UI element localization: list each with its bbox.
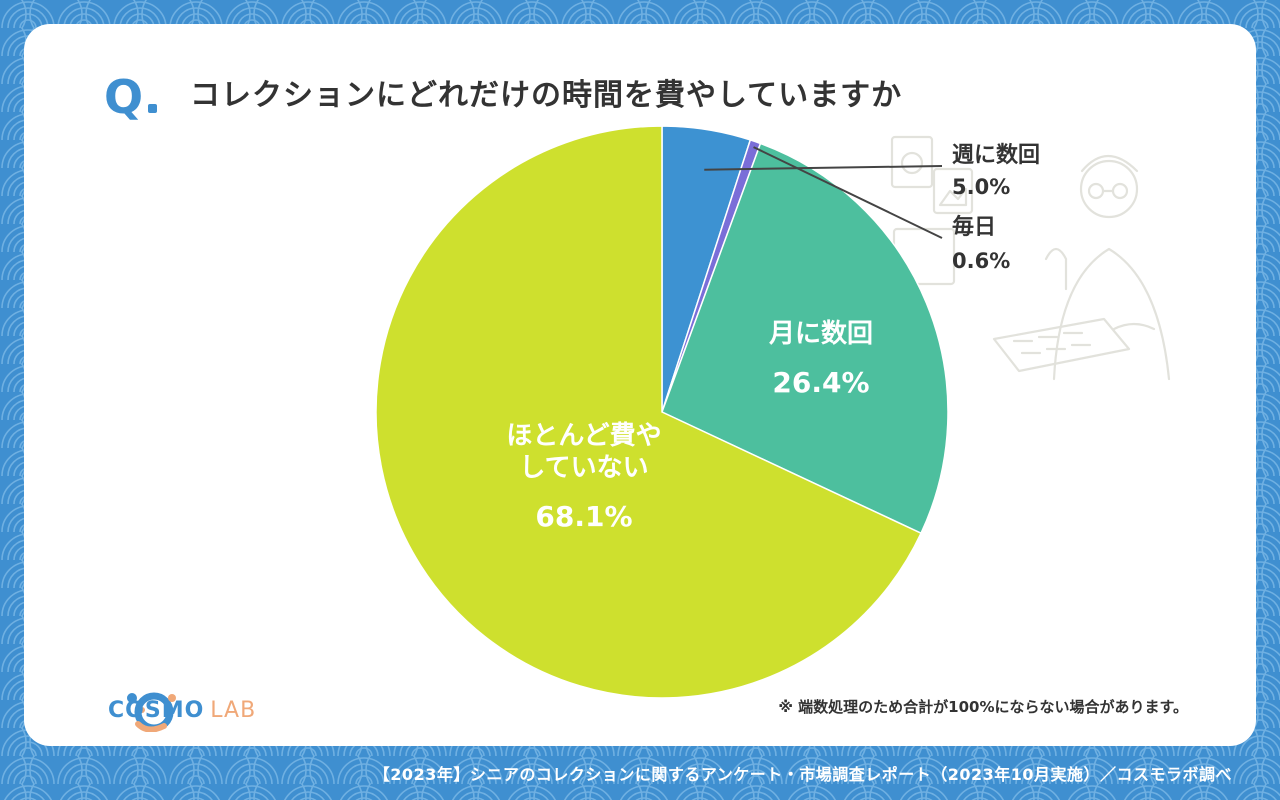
slice-weekly-label: 週に数回 (952, 142, 1040, 168)
chart-card: Q コレクションにどれだけの時間を費やしていますか 週に数回 5.0% 毎日 0.6%… (24, 24, 1256, 746)
logo-sub-text: LAB (210, 698, 257, 723)
rounding-note: ※ 端数処理のため合計が100%にならない場合があります。 (778, 698, 1188, 716)
slice-daily-value-label: 0.6% (952, 249, 1010, 273)
senior-collector-illustration (890, 135, 1171, 381)
slice-monthly-value-label: 26.4% (772, 366, 869, 399)
slice-rarely-value-label: 68.1% (535, 500, 632, 533)
slice-rarely-label-line-2: していない (519, 453, 648, 483)
slice-weekly-value-label: 5.0% (952, 175, 1010, 199)
footer-source: 【2023年】シニアのコレクションに関するアンケート・市場調査レポート（2023… (373, 765, 1232, 784)
logo-main-text: COSMO (108, 698, 205, 723)
question-dot (148, 104, 157, 113)
slice-monthly-label: 月に数回 (768, 319, 873, 349)
slice-rarely (375, 125, 923, 699)
page-title: コレクションにどれだけの時間を費やしていますか (190, 78, 903, 113)
slice-rarely-label-line-1: ほとんど費や (506, 421, 661, 451)
slice-daily-label: 毎日 (952, 215, 996, 240)
cosmo-lab-logo-icon (127, 692, 176, 732)
question-mark-label: Q (104, 70, 145, 124)
slice-monthly (661, 142, 949, 535)
slice-weekly-leader-line (704, 165, 943, 171)
logo-wordmark: COSMO LAB (108, 698, 256, 723)
slice-daily-leader-line (753, 146, 943, 239)
